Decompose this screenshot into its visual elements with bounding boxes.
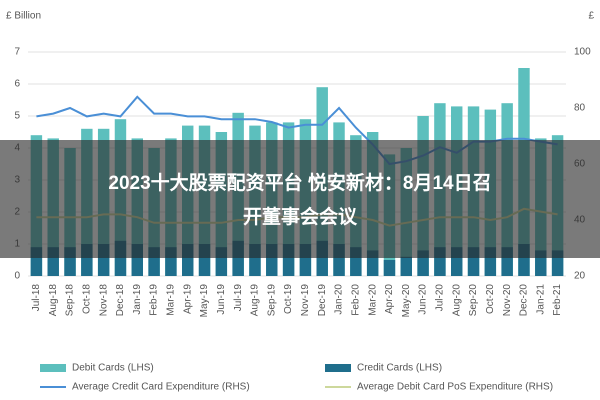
legend-label: Average Debit Card PoS Expenditure (RHS) [357,382,553,393]
y2-tick-label: 100 [574,47,591,58]
bar [333,244,345,276]
x-tick-label: Feb-20 [350,284,361,316]
bar [266,244,278,276]
bar [484,247,497,276]
x-tick-label: Jan-21 [535,284,546,315]
bar [501,247,513,276]
x-tick-label: Jun-19 [216,284,227,315]
bar [366,250,379,276]
x-tick-label: Mar-20 [367,284,378,316]
x-tick-label: Sep-20 [468,284,479,317]
x-tick-label: Aug-19 [250,284,261,317]
bar [64,247,76,276]
x-tick-label: Aug-20 [451,284,462,317]
legend-label: Credit Cards (LHS) [357,363,442,374]
y-tick-label: 6 [14,79,20,90]
bar [518,244,530,276]
x-tick-label: May-19 [199,284,210,318]
bar [451,247,463,276]
x-tick-label: May-20 [401,284,412,318]
x-tick-label: Aug-18 [48,284,59,317]
y-tick-label: 5 [14,111,20,122]
bar [299,244,312,276]
x-tick-label: Feb-19 [149,284,160,316]
x-tick-label: Dec-18 [115,284,126,317]
x-tick-label: Jan-20 [334,284,345,315]
bar [551,250,564,276]
bar [400,256,412,276]
y-axis-label: £ Billion [6,11,41,22]
bar [97,244,110,276]
legend-swatch [40,364,66,372]
x-tick-label: Oct-20 [485,284,496,314]
x-tick-label: Jul-18 [31,284,42,312]
bar [114,240,127,276]
legend-label: Average Credit Card Expenditure (RHS) [72,382,250,393]
bar [47,247,59,276]
legend-swatch [325,364,351,372]
legend-label: Debit Cards (LHS) [72,363,154,374]
bar [434,247,446,276]
bar [215,247,228,276]
banner [0,140,600,258]
bar [148,247,160,276]
x-tick-label: Mar-19 [166,284,177,316]
x-tick-label: Apr-20 [384,284,395,314]
x-tick-label: Jul-19 [233,284,244,312]
bar [165,247,177,276]
x-tick-label: Oct-19 [283,284,294,314]
x-tick-label: Dec-20 [519,284,530,317]
y2-tick-label: 20 [574,271,586,282]
y-tick-label: 7 [14,47,20,58]
x-tick-label: Sep-19 [266,284,277,317]
bar [232,240,244,276]
x-tick-label: Jul-20 [435,284,446,312]
y2-axis-label: £ [588,11,594,22]
bar [467,247,480,276]
bar [81,244,93,276]
bar [198,244,211,276]
bar [182,244,194,276]
y-tick-label: 0 [14,271,20,282]
bar [249,244,261,276]
x-tick-label: Oct-18 [81,284,92,314]
x-tick-label: Nov-18 [98,284,109,317]
x-tick-label: Sep-18 [65,284,76,317]
bar [417,250,429,276]
bar [30,247,43,276]
bar [535,250,547,276]
x-tick-label: Dec-19 [317,284,328,317]
bar [383,260,396,276]
x-tick-label: Jun-20 [418,284,429,315]
bar [131,244,143,276]
x-tick-label: Feb-21 [552,284,563,316]
banner-text: 开董事会会议 [243,205,358,228]
bar [282,244,295,276]
x-tick-label: Nov-19 [300,284,311,317]
x-tick-label: Nov-20 [502,284,513,317]
x-tick-label: Jan-19 [132,284,143,315]
bar [316,240,328,276]
bar [350,247,362,276]
y2-tick-label: 80 [574,103,586,114]
banner-text: 2023十大股票配资平台 悦安新材：8月14日召 [108,171,491,194]
x-tick-label: Apr-19 [182,284,193,314]
